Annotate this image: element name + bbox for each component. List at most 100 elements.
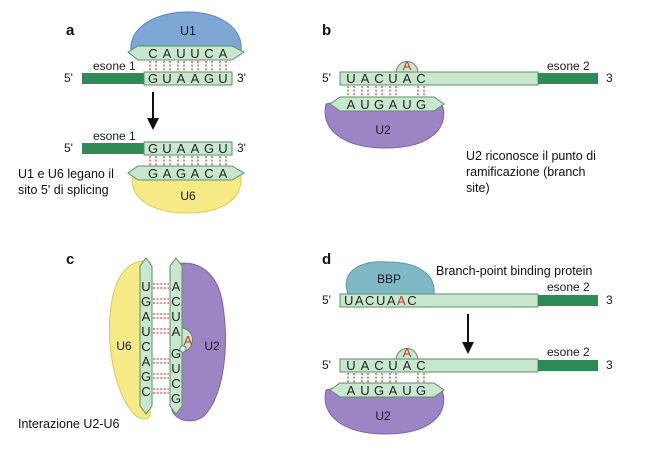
mrna-nt: G xyxy=(204,141,214,156)
u6-label-a: U6 xyxy=(180,189,196,203)
five-prime-a-bottom: 5' xyxy=(64,141,73,155)
u2-label-c: U2 xyxy=(204,339,220,353)
mrna-strand-b xyxy=(339,71,539,86)
u2-nt: G xyxy=(374,97,384,112)
caption-b-line1: U2 riconosce il punto di xyxy=(466,149,596,163)
bulged-a-c: A xyxy=(184,333,193,348)
mrna-nt: A xyxy=(177,141,186,156)
mrna-nt: A xyxy=(361,71,370,86)
branch-point-dot xyxy=(179,345,187,353)
u6-rna-strand-a xyxy=(127,165,245,181)
exon2-b xyxy=(538,73,598,84)
mrna-seq-d-top-b: C xyxy=(407,293,418,308)
panel-b-letter: b xyxy=(322,22,331,39)
three-prime-d-top: 3 xyxy=(606,293,613,307)
u2-nt: A xyxy=(347,383,356,398)
u6-nt: G xyxy=(176,166,186,181)
u6-nt: C xyxy=(204,166,213,181)
u2-nt: G xyxy=(171,346,181,361)
panel-b: b 5' A esone 2 3 U A C U A C U2 A U xyxy=(322,22,613,195)
caption-a-line1: U1 e U6 legano il xyxy=(18,167,114,181)
u6-nt: G xyxy=(141,294,151,309)
u2-sequence-b: A U G A U G xyxy=(347,97,426,112)
u2-nt: A xyxy=(389,383,398,398)
u2-nt: C xyxy=(171,294,180,309)
intron-a-top xyxy=(143,71,233,86)
panel-c-letter: c xyxy=(66,251,74,268)
u2-nt: U xyxy=(402,97,411,112)
u2-sequence-d: A U G A U G xyxy=(347,383,426,398)
mrna-sequence-d-bottom: U A C U A C xyxy=(346,358,425,373)
u2-nt: U xyxy=(171,361,180,376)
five-prime-a-top: 5' xyxy=(64,71,73,85)
u2-nt: A xyxy=(172,279,181,294)
three-prime-a-bottom: 3' xyxy=(237,141,246,155)
panel-c: c U6 U2 A U G A U C A G C A C U A G xyxy=(18,251,226,431)
bbp-label: BBP xyxy=(377,272,401,286)
exon1-bottom xyxy=(82,143,144,154)
down-arrow-a xyxy=(147,92,159,130)
panel-d-letter: d xyxy=(322,251,331,268)
exon1-top xyxy=(82,73,144,84)
mrna-nt: A xyxy=(361,358,370,373)
bbp-shape xyxy=(345,261,435,295)
u6-nt: C xyxy=(141,339,150,354)
u6-nt: U xyxy=(141,324,150,339)
intron-a-bottom xyxy=(143,141,233,156)
bulged-a-d: A xyxy=(403,345,412,360)
u6-nt: G xyxy=(148,166,158,181)
u2-nt: G xyxy=(171,391,181,406)
mrna-nt: A xyxy=(177,71,186,86)
u6-nt: A xyxy=(219,166,228,181)
mrna-nt: U xyxy=(218,141,227,156)
u2-nt: A xyxy=(172,324,181,339)
u1-nt: A xyxy=(163,46,172,61)
mrna-nt: U xyxy=(346,71,355,86)
u2-label-b: U2 xyxy=(375,123,391,137)
u1-nt: U xyxy=(176,46,185,61)
u6-nt: G xyxy=(141,369,151,384)
mrna-nt: C xyxy=(416,358,425,373)
u2-nt: U xyxy=(360,97,369,112)
five-prime-d-bottom: 5' xyxy=(322,358,331,372)
u6-nt: U xyxy=(141,279,150,294)
three-prime-a-top: 3' xyxy=(237,71,246,85)
u2-nt: G xyxy=(374,383,384,398)
u6-nt: A xyxy=(163,166,172,181)
exon1-label-a-bottom: esone 1 xyxy=(93,129,136,143)
mrna-strand-d-bottom xyxy=(339,358,539,373)
u6-label-c: U6 xyxy=(116,339,132,353)
mrna-nt: U xyxy=(346,358,355,373)
caption-b-line2: ramificazione (branch xyxy=(466,165,586,179)
exon2-d-bottom xyxy=(538,360,598,371)
mrna-nt: A xyxy=(403,71,412,86)
u6-nt: A xyxy=(191,166,200,181)
u2-nt: A xyxy=(389,97,398,112)
mrna-nt: A xyxy=(191,71,200,86)
exon2-label-b: esone 2 xyxy=(547,59,590,73)
mrna-sequence-a-top: G U A A G U xyxy=(148,71,228,86)
panel-a: a U1 C A U U C A 5' esone 1 3' G xyxy=(18,11,246,214)
u2-nt: U xyxy=(402,383,411,398)
u2-sequence-c: A C U A G U C G xyxy=(171,279,181,406)
mrna-nt: U xyxy=(218,71,227,86)
u6-sequence-a: G A G A C A xyxy=(148,166,228,181)
u2-nt: A xyxy=(347,97,356,112)
base-pairs-u6-a xyxy=(149,156,227,166)
exon2-label-d-top: esone 2 xyxy=(547,280,590,294)
u2-nt: G xyxy=(416,97,426,112)
u2-nt: U xyxy=(171,309,180,324)
mrna-nt: G xyxy=(148,71,158,86)
u2-nt: U xyxy=(360,383,369,398)
panel-d: d BBP Branch-point binding protein 5' es… xyxy=(322,251,613,435)
exon2-d-top xyxy=(538,295,598,306)
bbp-caption: Branch-point binding protein xyxy=(436,264,592,278)
mrna-nt: U xyxy=(162,71,171,86)
u1-nt: C xyxy=(148,46,157,61)
u6-sequence-c: U G A U C A G C xyxy=(141,279,151,399)
u2-rna-strand-c xyxy=(169,257,183,415)
five-prime-b: 5' xyxy=(322,71,331,85)
base-pairs-u2-u6 xyxy=(153,283,169,394)
u2-rna-strand-b xyxy=(329,96,445,112)
